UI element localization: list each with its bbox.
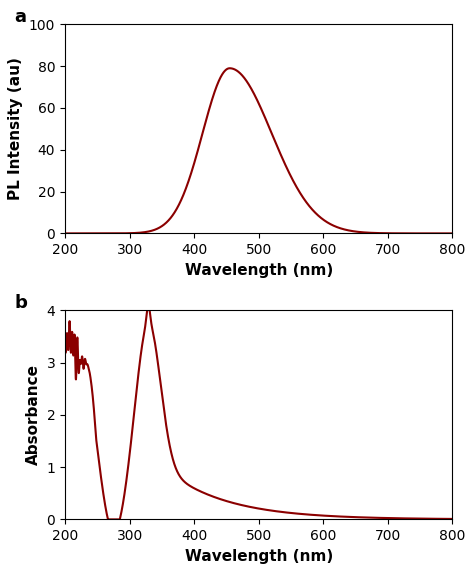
Y-axis label: Absorbance: Absorbance xyxy=(26,364,41,466)
X-axis label: Wavelength (nm): Wavelength (nm) xyxy=(184,263,333,277)
X-axis label: Wavelength (nm): Wavelength (nm) xyxy=(184,549,333,563)
Text: b: b xyxy=(15,293,27,312)
Text: a: a xyxy=(15,7,27,26)
Y-axis label: PL Intensity (au): PL Intensity (au) xyxy=(9,57,23,200)
